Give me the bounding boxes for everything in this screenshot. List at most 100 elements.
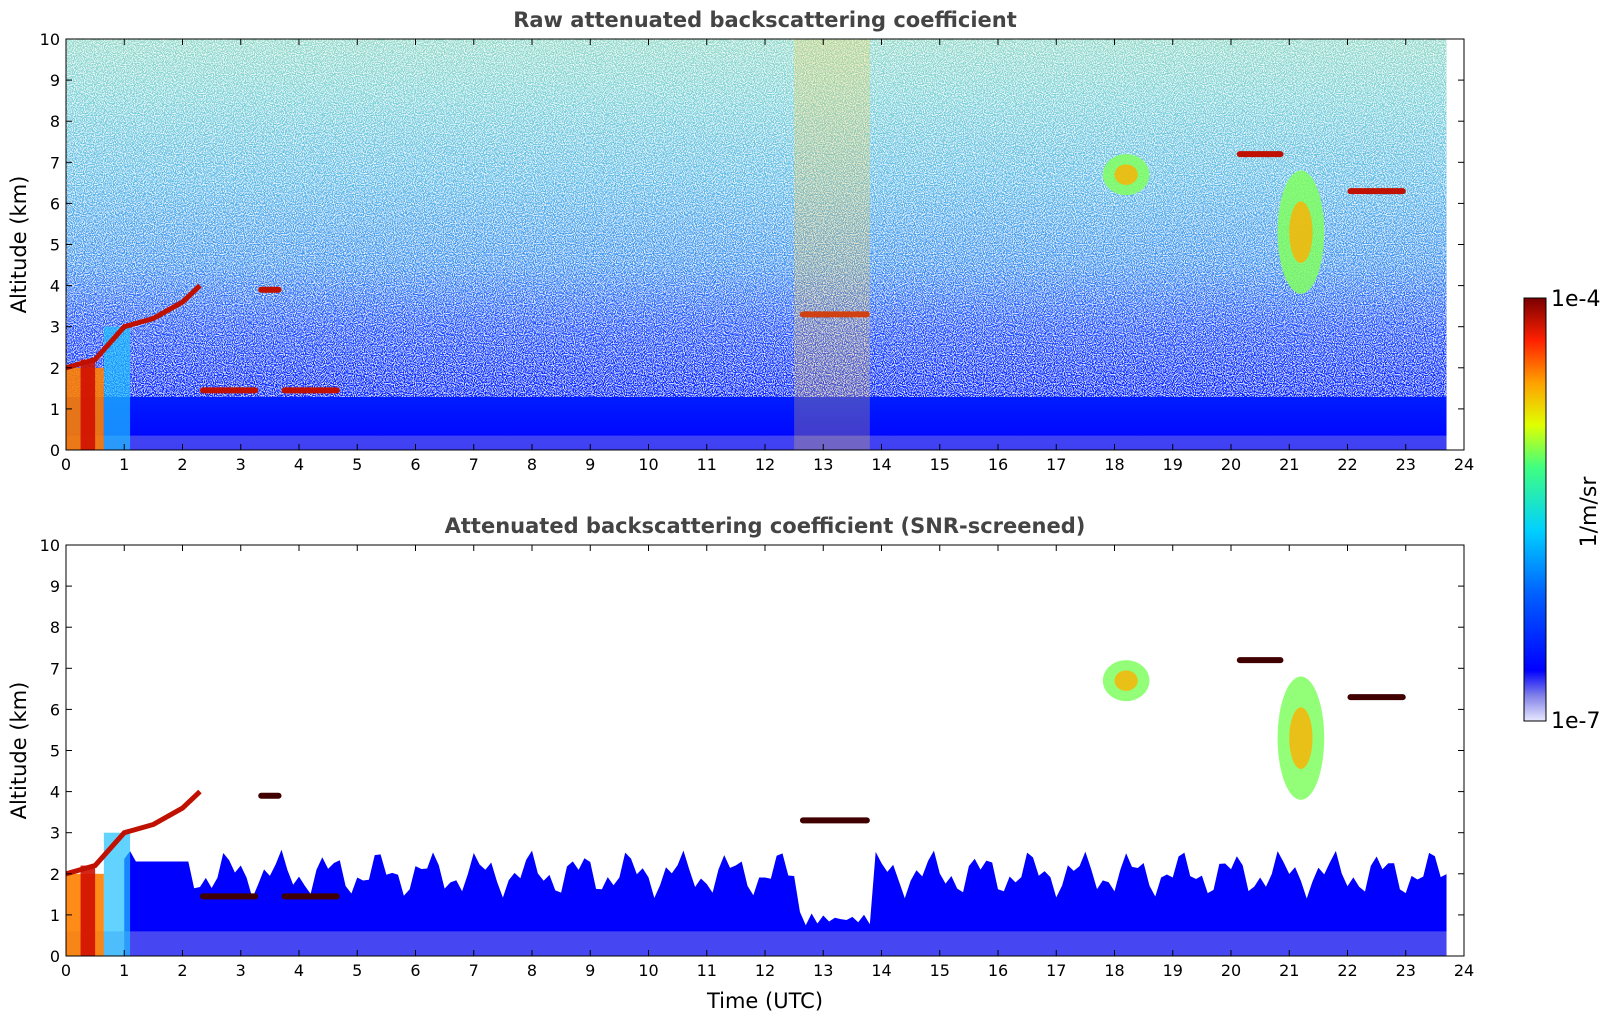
x-tick-label: 5 (352, 961, 362, 980)
x-tick-label: 12 (755, 961, 775, 980)
x-tick-label: 23 (1396, 961, 1416, 980)
y-tick-label: 5 (50, 742, 60, 761)
x-tick-label: 17 (1046, 455, 1066, 474)
x-tick-label: 16 (988, 455, 1008, 474)
y-ticks-raw: 0 1 2 3 4 5 6 7 8 9 10 (40, 30, 1464, 460)
surface-peak-signal (80, 359, 96, 450)
ylabel-screened: Altitude (km) (7, 682, 31, 820)
y-tick-label: 9 (50, 71, 60, 90)
x-tick-label: 14 (871, 455, 891, 474)
cirrus-core (1289, 707, 1313, 769)
cloud-layer (1347, 188, 1406, 195)
cloud-layer (258, 286, 282, 293)
x-tick-label: 4 (294, 455, 304, 474)
y-tick-label: 8 (50, 618, 60, 637)
heatmap-raw (66, 39, 1447, 450)
y-tick-label: 1 (50, 906, 60, 925)
x-tick-label: 10 (638, 455, 658, 474)
near-surface-layer (66, 931, 1447, 956)
colorbar-gradient (1523, 297, 1547, 722)
colorbar-unit-label: 1/m/sr (1577, 476, 1602, 548)
x-tick-label: 2 (177, 455, 187, 474)
x-tick-label: 11 (697, 961, 717, 980)
y-tick-label: 2 (50, 865, 60, 884)
x-tick-label: 13 (813, 455, 833, 474)
y-tick-label: 4 (50, 277, 60, 296)
y-tick-label: 9 (50, 577, 60, 596)
y-ticks-screened: 0 1 2 3 4 5 6 7 8 9 10 (40, 536, 1464, 966)
x-tick-label: 7 (469, 455, 479, 474)
title-raw: Raw attenuated backscattering coefficien… (513, 8, 1017, 32)
x-tick-label: 20 (1221, 455, 1241, 474)
x-tick-label: 19 (1163, 961, 1183, 980)
x-tick-label: 20 (1221, 961, 1241, 980)
x-tick-label: 21 (1279, 961, 1299, 980)
y-tick-label: 8 (50, 112, 60, 131)
aerosol-column (794, 39, 870, 450)
x-ticks-raw: 0 1 2 3 4 5 6 7 8 9 10 11 12 13 14 15 16 17 18 19 20 21 22 23 24 (61, 39, 1474, 474)
x-tick-label: 4 (294, 961, 304, 980)
colorbar: 1e-4 1e-7 1/m/sr (1523, 287, 1602, 734)
x-tick-label: 24 (1454, 455, 1474, 474)
x-tick-label: 21 (1279, 455, 1299, 474)
y-tick-label: 0 (50, 441, 60, 460)
title-screened: Attenuated backscattering coefficient (S… (445, 514, 1086, 538)
cirrus-core (1114, 164, 1138, 185)
cloud-layer (799, 817, 870, 824)
cloud-layer (1347, 694, 1406, 701)
y-tick-label: 4 (50, 783, 60, 802)
x-tick-label: 9 (585, 961, 595, 980)
cloud-layer (799, 311, 870, 318)
x-tick-label: 6 (410, 961, 420, 980)
x-ticks-screened: 0 1 2 3 4 5 6 7 8 9 10 11 12 13 14 15 16 17 18 19 20 21 22 23 24 (61, 545, 1474, 980)
y-tick-label: 7 (50, 153, 60, 172)
x-tick-label: 18 (1104, 455, 1124, 474)
x-tick-label: 13 (813, 961, 833, 980)
x-tick-label: 7 (469, 961, 479, 980)
y-tick-label: 3 (50, 824, 60, 843)
colorbar-max-label: 1e-4 (1551, 287, 1600, 312)
x-tick-label: 0 (61, 961, 71, 980)
x-tick-label: 22 (1337, 455, 1357, 474)
x-tick-label: 1 (119, 961, 129, 980)
y-tick-label: 10 (40, 30, 60, 49)
x-tick-label: 18 (1104, 961, 1124, 980)
x-tick-label: 3 (236, 455, 246, 474)
x-tick-label: 1 (119, 455, 129, 474)
cloud-layer (281, 387, 340, 394)
x-tick-label: 24 (1454, 961, 1474, 980)
y-tick-label: 1 (50, 400, 60, 419)
cloud-layer (1236, 657, 1284, 664)
x-tick-label: 22 (1337, 961, 1357, 980)
cirrus-core (1289, 201, 1313, 263)
cloud-layer (281, 893, 340, 900)
y-tick-label: 6 (50, 194, 60, 213)
x-tick-label: 16 (988, 961, 1008, 980)
x-tick-label: 15 (930, 455, 950, 474)
y-tick-label: 3 (50, 318, 60, 337)
x-tick-label: 0 (61, 455, 71, 474)
raw-noise (66, 39, 1447, 397)
x-tick-label: 5 (352, 455, 362, 474)
cloud-layer (1236, 151, 1284, 158)
y-tick-label: 7 (50, 659, 60, 678)
heatmap-screened (66, 657, 1447, 956)
screened-boundary-layer (124, 849, 1447, 956)
cloud-layer (199, 893, 259, 900)
x-tick-label: 12 (755, 455, 775, 474)
y-tick-label: 0 (50, 947, 60, 966)
x-tick-label: 11 (697, 455, 717, 474)
x-tick-label: 17 (1046, 961, 1066, 980)
x-tick-label: 3 (236, 961, 246, 980)
cloud-layer (199, 387, 259, 394)
cirrus-core (1114, 670, 1138, 691)
ylabel-raw: Altitude (km) (7, 176, 31, 314)
x-tick-label: 10 (638, 961, 658, 980)
x-tick-label: 19 (1163, 455, 1183, 474)
x-tick-label: 2 (177, 961, 187, 980)
xlabel-screened: Time (UTC) (706, 989, 823, 1013)
panel-screened: Attenuated backscattering coefficient (S… (7, 514, 1474, 1013)
boundary-layer-top (66, 789, 202, 877)
x-tick-label: 15 (930, 961, 950, 980)
